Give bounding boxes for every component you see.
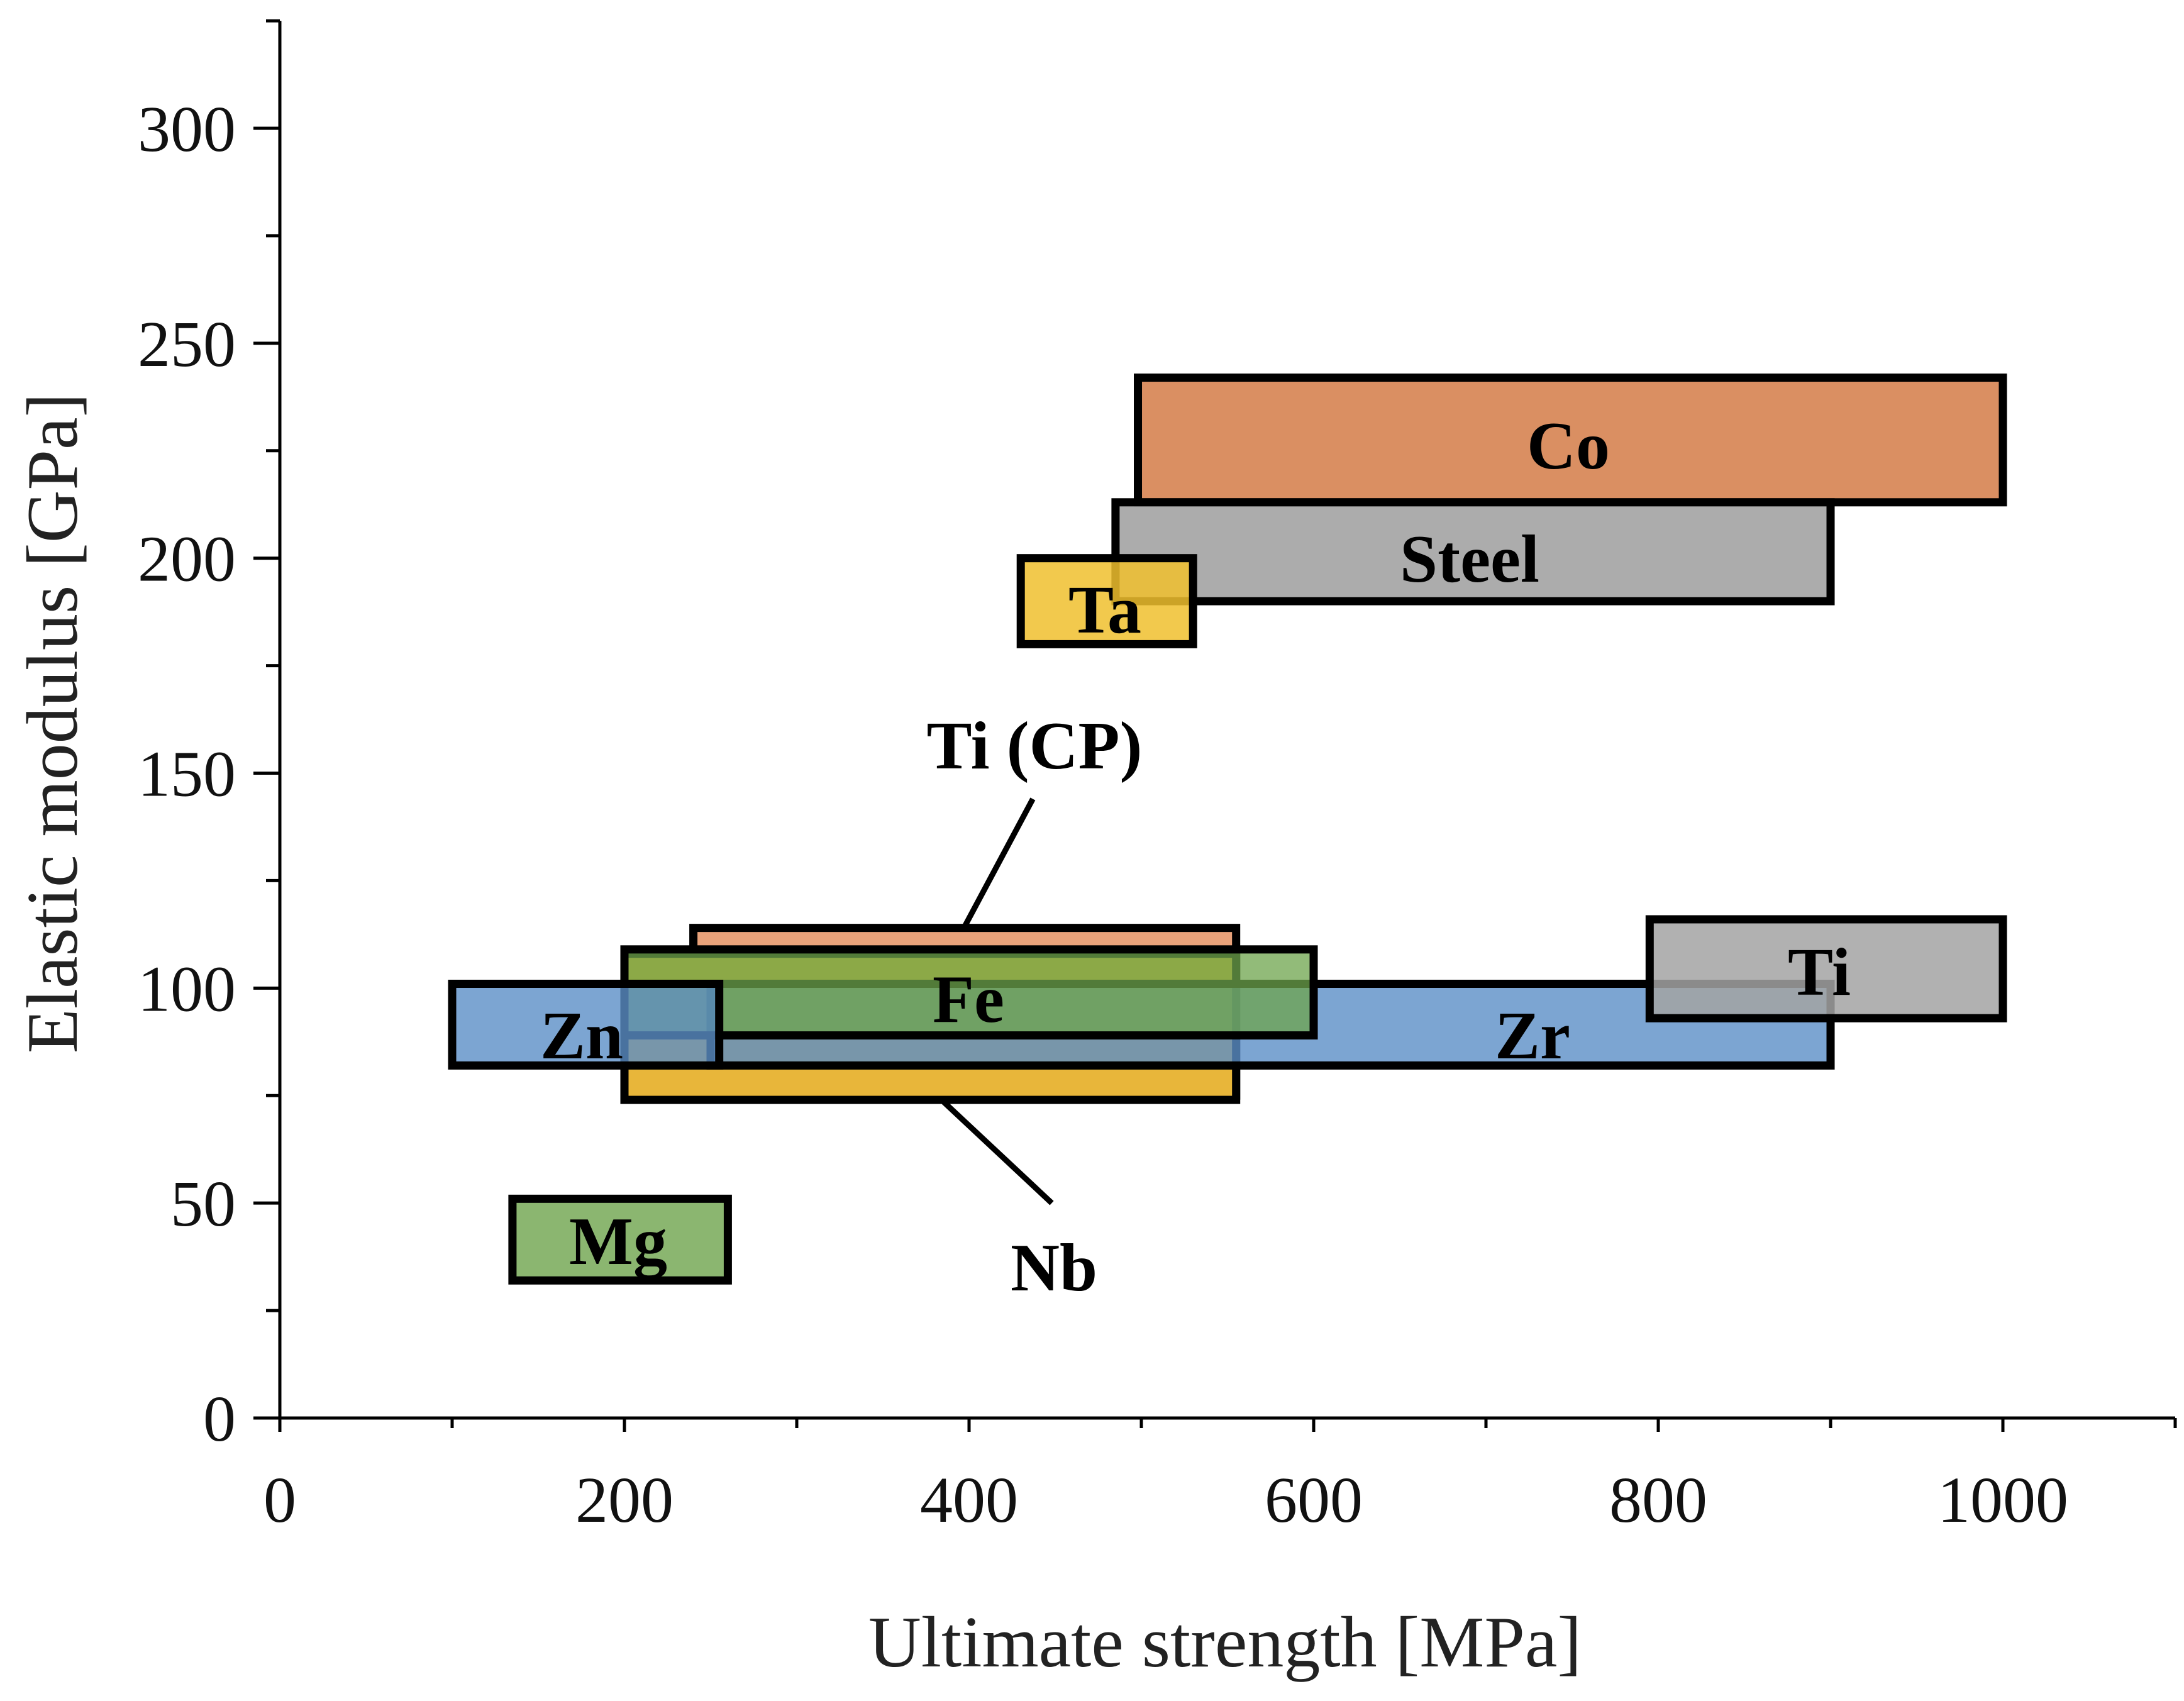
y-tick-label: 200 (138, 523, 236, 596)
region-co (1134, 374, 2007, 507)
y-axis-title: Elastic modulus [GPa] (13, 393, 93, 1053)
region-ta (1016, 554, 1197, 648)
annotations: Ti (CP) Nb (927, 709, 1143, 1305)
region-zn (448, 979, 724, 1070)
region-mg (508, 1194, 732, 1285)
y-tick-label: 100 (138, 953, 236, 1025)
region-label-zr: Zr (1495, 999, 1570, 1073)
region-fe (620, 945, 1318, 1040)
y-tick-label: 50 (170, 1168, 236, 1240)
regions: Zr Fe Zn Mg Ti Co Steel Ta (448, 374, 2007, 1285)
annotation-nb: Nb (1011, 1231, 1097, 1305)
x-tick-label: 400 (920, 1464, 1018, 1536)
x-tick-label: 600 (1265, 1464, 1363, 1536)
region-label-co: Co (1527, 409, 1610, 484)
region-label-zn: Zn (540, 999, 623, 1073)
leader-line-nb (940, 1097, 1054, 1205)
region-label-ti: Ti (1788, 935, 1851, 1010)
region-label-steel: Steel (1400, 522, 1539, 597)
axes: 0 200 400 600 800 1000 0 50 100 150 200 250 300 (138, 19, 2177, 1536)
y-tick-label: 250 (138, 308, 236, 380)
x-tick-label: 200 (575, 1464, 673, 1536)
region-label-mg: Mg (569, 1204, 667, 1279)
annotation-ti-cp: Ti (CP) (927, 709, 1143, 784)
y-tick-label: 0 (203, 1383, 236, 1455)
x-tick-label: 1000 (1937, 1464, 2068, 1536)
leader-line-ti-cp (961, 797, 1036, 929)
y-tick-label: 150 (138, 738, 236, 811)
x-tick-label: 800 (1609, 1464, 1707, 1536)
y-tick-label: 300 (138, 93, 236, 165)
x-axis-title: Ultimate strength [MPa] (868, 1602, 1582, 1683)
region-label-ta: Ta (1068, 573, 1141, 648)
x-tick-label: 0 (263, 1464, 296, 1536)
region-label-fe: Fe (933, 962, 1004, 1037)
region-steel (1111, 498, 1835, 606)
region-ti (1645, 915, 2007, 1022)
